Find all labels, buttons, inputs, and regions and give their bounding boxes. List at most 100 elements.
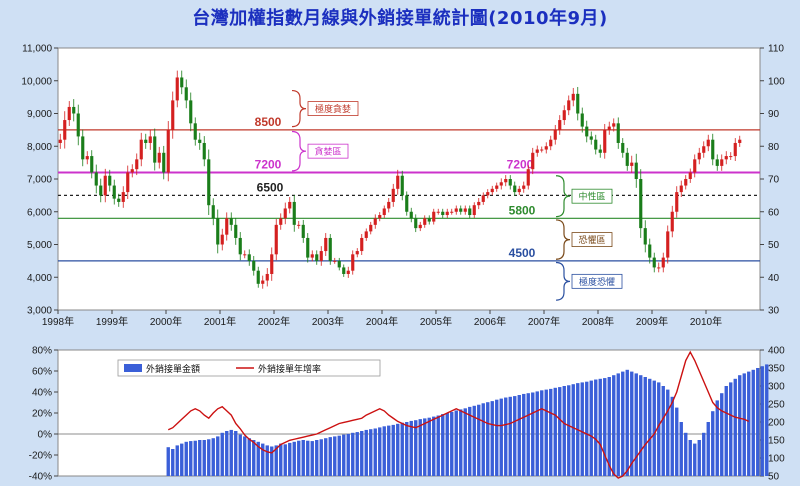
candle [558,115,562,135]
candle-body [612,123,616,127]
candle-body [589,136,593,140]
y-left-tick-label: 7,000 [27,175,52,186]
candle [225,212,229,241]
candle [724,151,728,165]
volume-bar [486,402,490,476]
candle [265,268,269,287]
candle [315,250,319,265]
candle-body [157,152,161,163]
candle-body [346,270,350,274]
level-label-7200: 7200 [255,157,282,171]
y2-right-tick-label: 100 [768,454,785,465]
candle [468,205,472,218]
candle [310,250,314,262]
volume-bar [621,371,625,476]
volume-bar [405,422,409,476]
candle [499,178,503,190]
candle [540,146,544,153]
candle-body [360,237,364,252]
zone-label-box [571,273,623,289]
volume-bar [342,434,346,476]
volume-bar [184,441,188,476]
candle [652,252,656,273]
volume-bar [499,398,503,476]
candle [234,217,238,245]
x-tick-label: 2006年 [474,315,506,328]
volume-bar [382,426,386,476]
candle-body [387,201,391,209]
candle [198,132,202,150]
candle-body [229,218,233,225]
candle [391,183,395,207]
candle [661,252,665,273]
y-left-tick-label: 5,000 [27,240,52,251]
x-tick-label: 2002年 [258,315,290,328]
candle-body [477,201,481,206]
candle-body [103,175,107,196]
volume-bar [369,429,373,476]
candle [522,181,526,193]
candle-body [621,142,625,153]
y-left-tick-label: 4,000 [27,273,52,284]
candle-body [396,175,400,189]
volume-bar [211,438,215,476]
candle-body [652,257,656,268]
candle [715,154,719,171]
volume-bar [441,414,445,476]
candle [85,151,89,165]
candle-body [598,149,602,153]
volume-bar [274,445,278,476]
volume-bar [697,440,701,476]
candle [477,197,481,210]
candle [441,208,445,218]
candle [319,246,323,266]
candle [643,220,647,253]
candle-body [171,100,175,130]
candle [495,182,499,192]
volume-bar [490,401,494,476]
volume-bar [337,435,341,476]
candle [324,233,328,256]
candle [121,186,125,208]
zone-label: 極度恐懼 [579,276,615,288]
candle-body [490,188,494,193]
volume-bar [387,425,391,476]
volume-bar [648,378,652,476]
volume-bar [477,404,481,476]
candle [171,91,175,139]
volume-bar [328,437,332,476]
candle [670,205,674,238]
candle-body [94,172,98,186]
candle [733,138,737,161]
candle-body [144,139,148,143]
volume-bar [616,373,620,476]
candle-body [369,224,373,232]
x-tick-label: 2003年 [312,315,344,328]
volume-bar [409,420,413,476]
candle-body [427,218,431,222]
level-label-6500: 6500 [257,180,284,194]
volume-bar [567,385,571,476]
candle-body [184,87,188,101]
candle-body [342,267,346,274]
candle-body [162,152,166,173]
volume-bar [688,440,692,476]
candle-body [666,231,670,258]
candle-body [108,175,112,186]
candle-body [72,106,76,114]
candle [418,221,422,232]
y-right-tick-label: 110 [768,44,784,55]
zone-label: 貪婪區 [314,146,341,158]
candle [247,249,251,266]
volume-bar [346,433,350,476]
volume-bar [351,432,355,476]
legend-label-line: 外銷接單年增率 [258,363,321,375]
candle [333,257,337,264]
candle-body [252,260,256,271]
candle [328,234,332,265]
candle [355,248,359,258]
candle [184,79,188,109]
candle [292,195,296,232]
volume-bar [756,368,760,476]
candle-body [333,260,337,262]
